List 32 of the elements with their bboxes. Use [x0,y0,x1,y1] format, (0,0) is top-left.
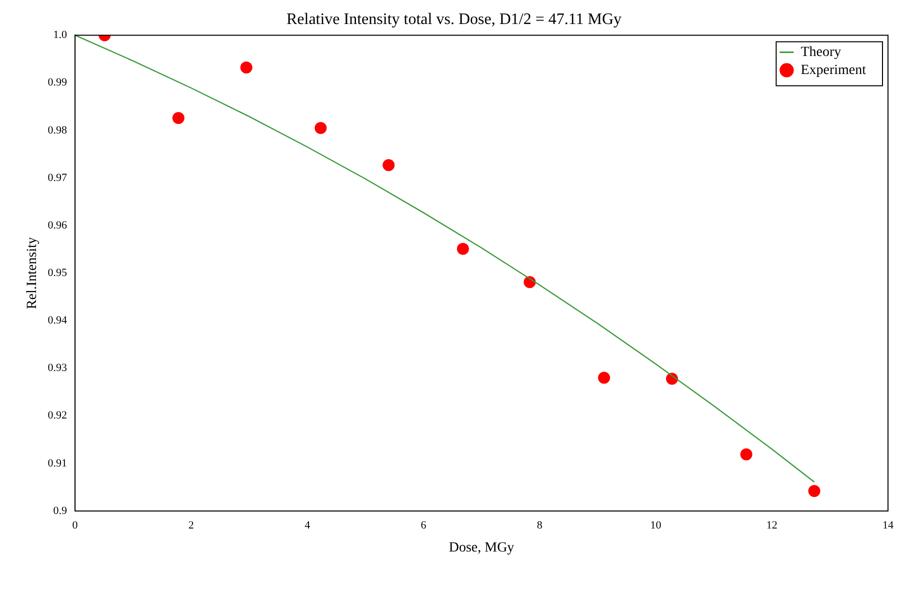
legend-label: Experiment [800,62,866,78]
point [456,242,469,255]
x-tick-label: 6 [420,519,427,532]
point [740,448,752,460]
x-tick-label: 0 [72,519,78,532]
y-tick-label: 0.96 [48,219,68,232]
x-tick-label: 10 [650,519,662,532]
y-tick-label: 0.95 [48,266,68,279]
point [808,485,820,498]
y-tick-label: 1.0 [53,29,68,42]
x-tick-label: 14 [882,519,894,532]
y-tick-label: 0.9 [53,504,68,517]
x-tick-label: 8 [536,519,543,532]
legend-label: Theory [800,44,842,60]
x-tick-label: 4 [304,519,311,532]
y-tick-label: 0.91 [48,457,68,470]
y-tick-label: 0.97 [48,172,68,184]
chart-title: Relative Intensity total vs. Dose, D1/2 = 47.11 MGy [286,10,622,28]
point [172,112,184,124]
y-axis-title: Rel.Intensity [25,237,40,310]
point [314,122,327,134]
x-tick-label: 2 [188,519,194,532]
x-tick-label: 12 [766,519,778,532]
y-tick-label: 0.92 [48,410,68,422]
point [382,159,395,172]
y-tick-label: 0.98 [48,124,68,136]
y-tick-label: 0.99 [48,76,68,89]
y-tick-label: 0.94 [48,314,68,327]
point [598,372,610,384]
x-axis-title: Dose, MGy [448,540,514,556]
y-tick-label: 0.93 [48,362,68,374]
point [240,62,252,74]
